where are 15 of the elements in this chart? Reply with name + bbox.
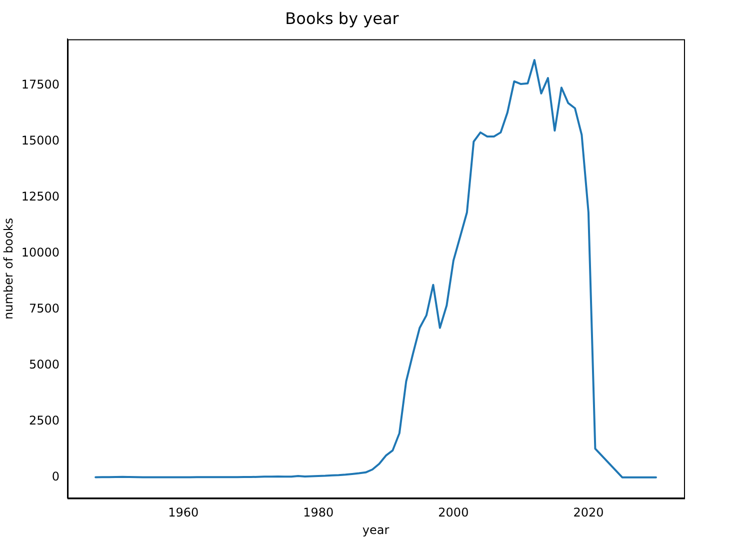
x-tick-label: 1980 bbox=[303, 506, 334, 520]
y-tick-label: 7500 bbox=[29, 301, 60, 316]
x-tick-label: 2020 bbox=[573, 506, 604, 520]
y-axis-title: number of books bbox=[1, 218, 16, 320]
y-tick-label: 12500 bbox=[21, 189, 60, 204]
y-tick-label: 17500 bbox=[21, 77, 60, 92]
y-tick-label: 0 bbox=[52, 469, 60, 484]
x-tick-label: 2000 bbox=[438, 506, 469, 520]
x-tick-label: 1960 bbox=[168, 506, 199, 520]
y-tick-label: 10000 bbox=[21, 245, 60, 260]
y-tick-label: 2500 bbox=[29, 413, 60, 428]
x-axis-title: year bbox=[362, 522, 390, 537]
y-tick-label: 5000 bbox=[29, 357, 60, 372]
chart-title: Books by year bbox=[285, 8, 400, 28]
y-tick-label: 15000 bbox=[21, 133, 60, 148]
